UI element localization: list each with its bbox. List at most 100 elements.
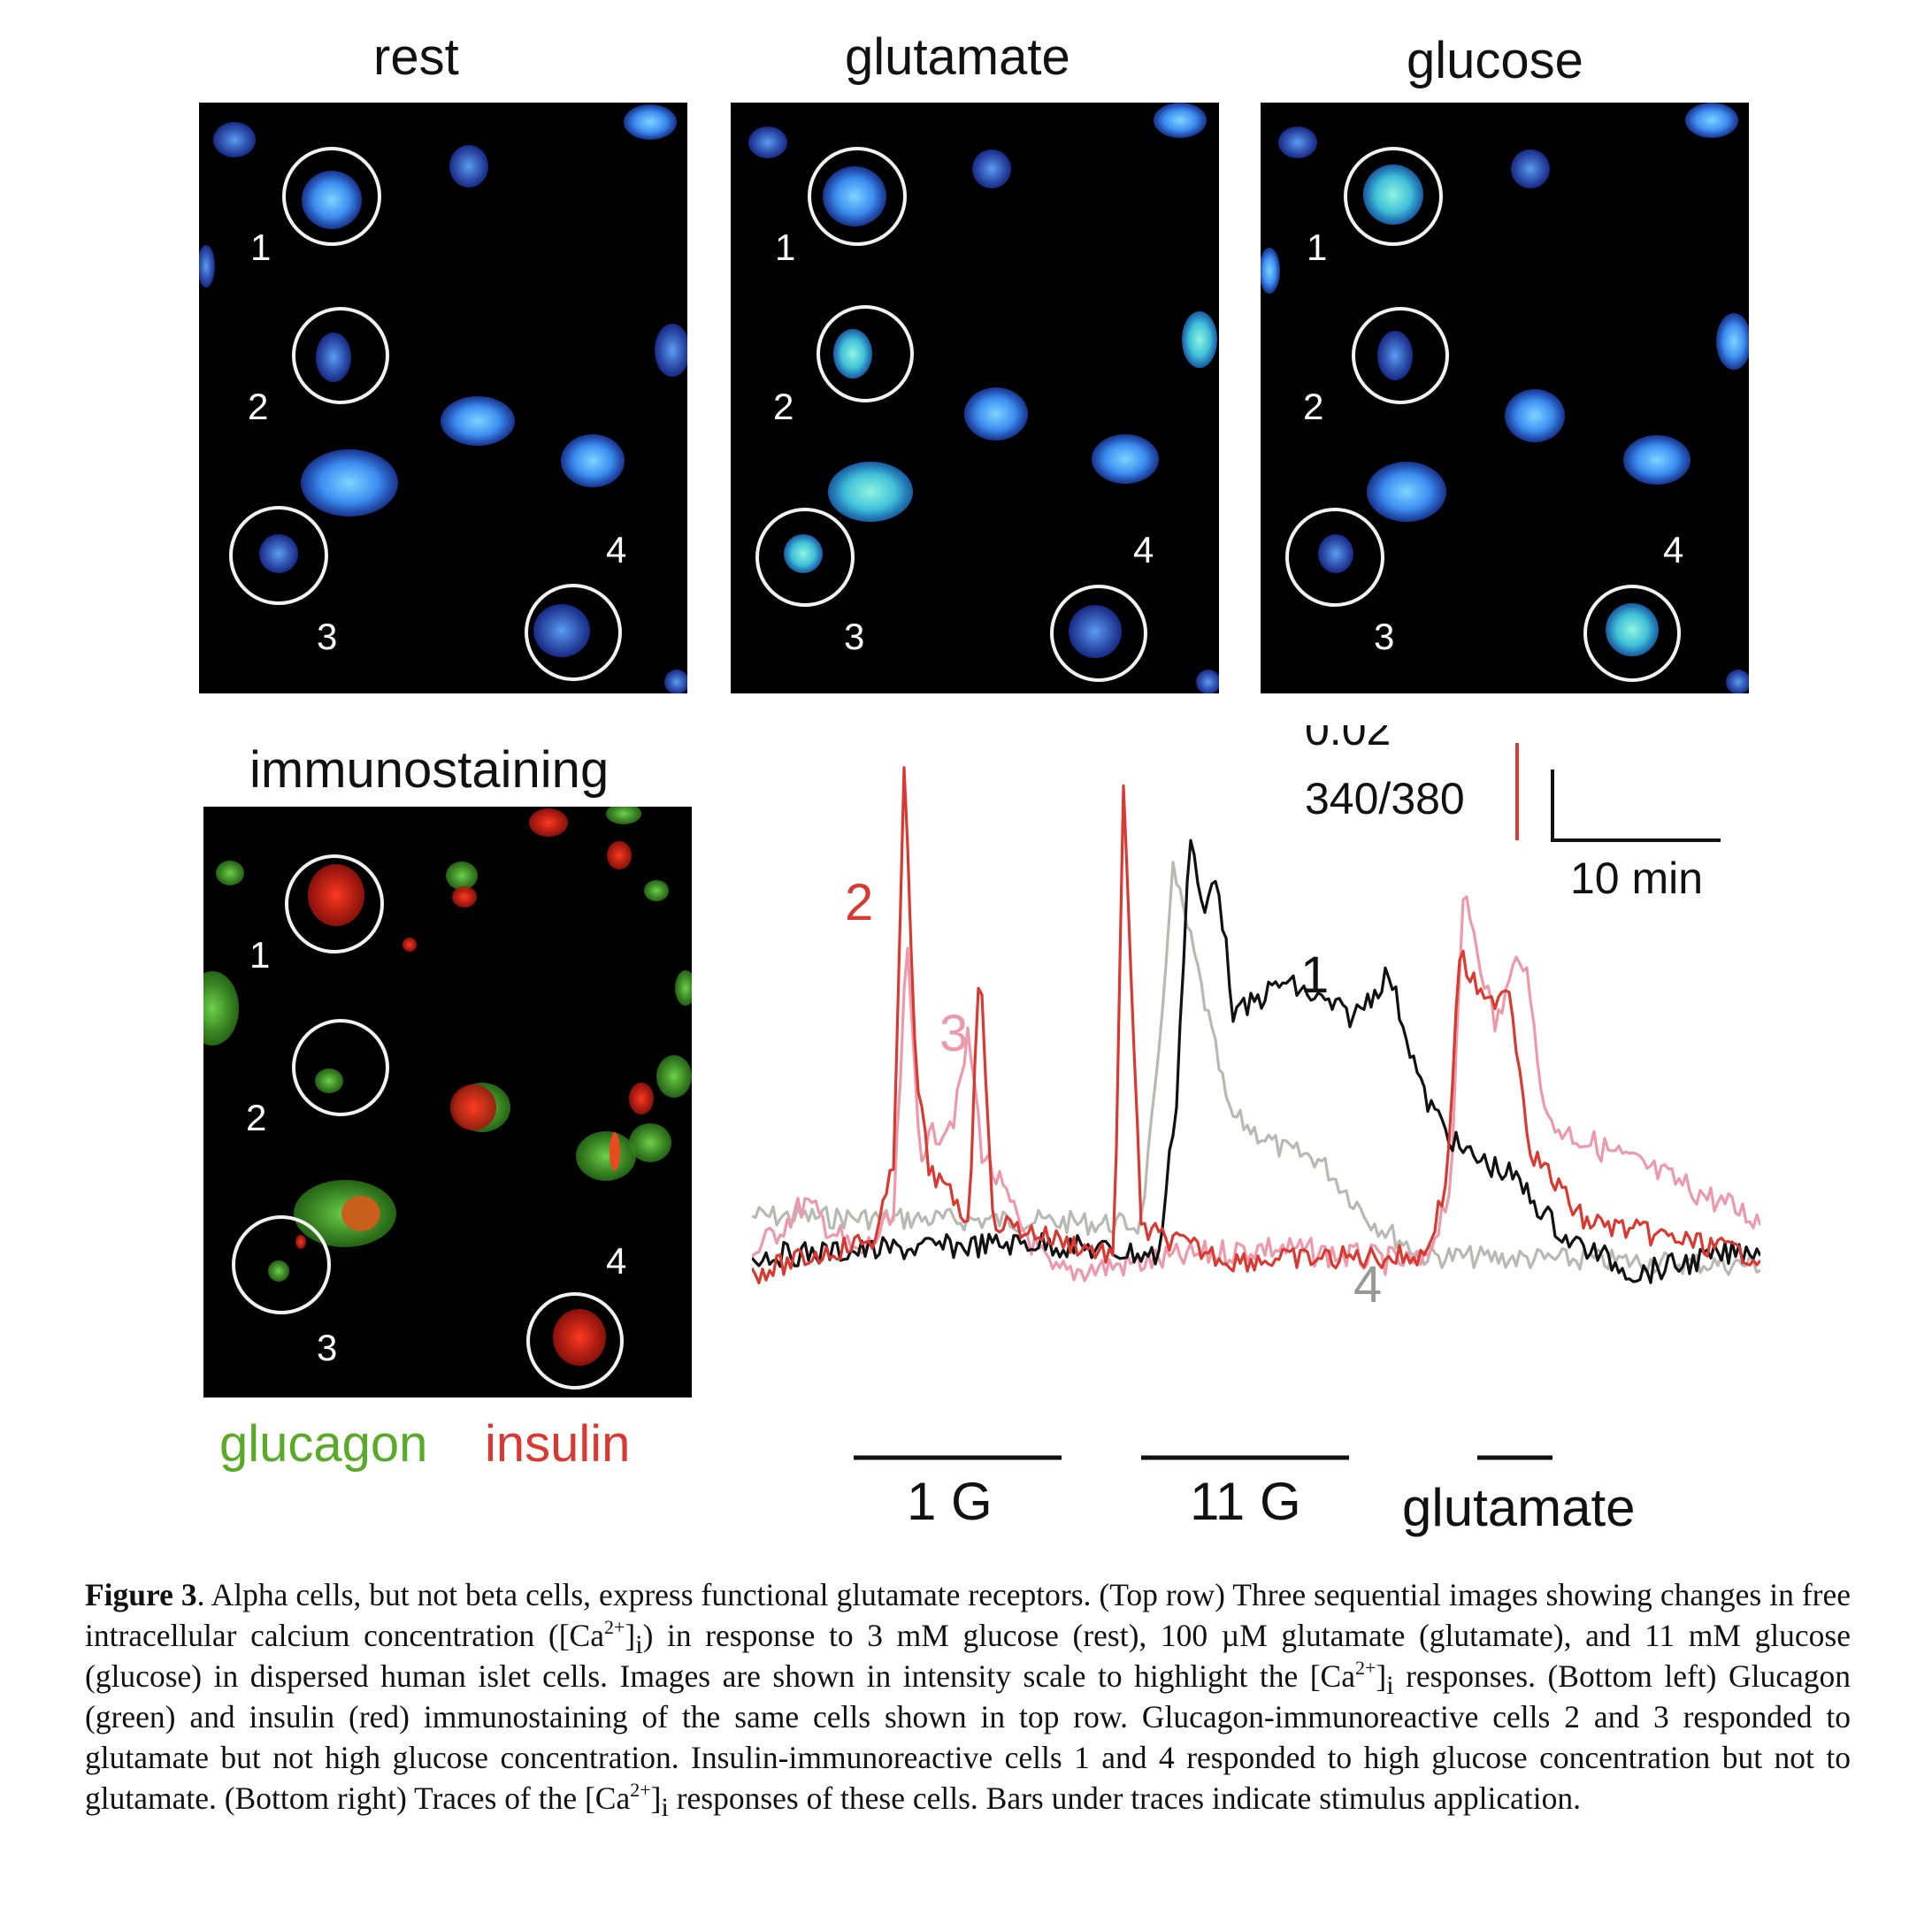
panel-title-immunostaining: immunostaining bbox=[249, 741, 610, 799]
glucagon-cell bbox=[675, 970, 692, 1006]
cell-blob bbox=[1623, 435, 1690, 485]
glucagon-cell bbox=[576, 1131, 636, 1181]
glucagon-cell bbox=[268, 1260, 289, 1282]
scale-bar-y-unit: 340/380 bbox=[1305, 774, 1465, 823]
cell-blob bbox=[316, 333, 351, 382]
caption-text: responses of these cells. Bars under tra… bbox=[668, 1780, 1581, 1816]
trace-cell-1 bbox=[752, 838, 1760, 1284]
rest-calcium-image: 1 2 3 4 bbox=[199, 103, 687, 693]
cell-circle-3 bbox=[1285, 508, 1384, 607]
trace-cell-4 bbox=[752, 861, 1760, 1276]
insulin-cell bbox=[452, 886, 477, 907]
glucagon-cell bbox=[216, 861, 244, 885]
cell-blob bbox=[784, 534, 823, 573]
cell-blob bbox=[259, 534, 298, 573]
cell-blob bbox=[302, 171, 362, 229]
insulin-cell bbox=[450, 1084, 496, 1130]
glutamate-calcium-image: 1 2 3 4 bbox=[731, 103, 1219, 693]
cell-circle-3 bbox=[755, 508, 855, 607]
caption-sub: i bbox=[661, 1793, 669, 1822]
cell-blob bbox=[1726, 670, 1749, 693]
cell-blob bbox=[1278, 126, 1317, 158]
cell-label-4: 4 bbox=[1663, 529, 1683, 570]
cell-blob bbox=[199, 245, 215, 287]
insulin-cell bbox=[607, 841, 632, 869]
glucagon-cell bbox=[606, 807, 641, 824]
caption-text: responses. (Bottom left) Glucagon (green… bbox=[85, 1658, 1851, 1816]
cell-circle-1 bbox=[808, 147, 907, 246]
scale-bar-x-label: 10 min bbox=[1570, 854, 1703, 903]
series-label-3: 3 bbox=[939, 1005, 968, 1062]
cell-blob bbox=[1069, 605, 1122, 658]
stimulus-label-11g: 11 G bbox=[1190, 1472, 1301, 1531]
caption-text: ) in response to 3 mM glucose (rest), 10… bbox=[85, 1618, 1851, 1694]
cell-circle-4 bbox=[525, 584, 622, 681]
cell-blob bbox=[748, 126, 787, 158]
cell-blob bbox=[1154, 103, 1207, 138]
calcium-traces-chart: 0.02 340/380 10 min 2 3 1 4 1 G 11 G glu… bbox=[752, 725, 1760, 1537]
stimulus-label-glutamate: glutamate bbox=[1402, 1478, 1636, 1537]
cell-label-1: 1 bbox=[775, 226, 795, 268]
cell-blob bbox=[624, 104, 677, 140]
cell-label-1: 1 bbox=[1307, 226, 1327, 268]
cell-circle-2 bbox=[816, 305, 914, 402]
cell-blob bbox=[213, 122, 256, 157]
cell-circle-1 bbox=[285, 854, 384, 953]
cell-blob bbox=[1511, 149, 1550, 188]
cell-circle-1 bbox=[282, 147, 381, 246]
cell-blob bbox=[1685, 103, 1738, 138]
series-label-1: 1 bbox=[1300, 946, 1329, 1004]
cell-blob bbox=[1367, 462, 1446, 522]
insulin-cell bbox=[529, 808, 568, 837]
cell-label-2: 2 bbox=[248, 386, 268, 427]
cell-label-3: 3 bbox=[317, 616, 337, 657]
cell-blob bbox=[533, 604, 590, 657]
insulin-cell bbox=[341, 1196, 380, 1231]
caption-text: ] bbox=[1376, 1658, 1387, 1694]
cell-label-4: 4 bbox=[606, 1240, 626, 1282]
series-label-2: 2 bbox=[845, 874, 873, 931]
stimulus-label-1g: 1 G bbox=[907, 1472, 993, 1531]
trace-cell-3 bbox=[752, 895, 1760, 1283]
cell-blob bbox=[833, 329, 872, 379]
cell-label-2: 2 bbox=[773, 386, 794, 427]
caption-sup: 2+ bbox=[603, 1616, 625, 1638]
scale-bar-y-value: 0.02 bbox=[1305, 725, 1391, 754]
cell-label-4: 4 bbox=[606, 529, 626, 570]
caption-sub: i bbox=[635, 1630, 643, 1659]
cell-blob bbox=[1182, 311, 1217, 368]
glucagon-cell bbox=[315, 1068, 343, 1093]
cell-blob bbox=[1363, 165, 1423, 225]
glucagon-cell bbox=[446, 861, 478, 890]
cell-circle-4 bbox=[1050, 585, 1147, 682]
cell-blob bbox=[828, 462, 913, 522]
glucagon-cell bbox=[629, 1123, 671, 1162]
caption-text: ] bbox=[650, 1780, 662, 1816]
cell-circle-3 bbox=[229, 506, 328, 605]
cell-circle-4 bbox=[1583, 585, 1681, 682]
panel-title-glutamate: glutamate bbox=[845, 28, 1070, 86]
glucagon-cell bbox=[644, 880, 669, 901]
immunostaining-image: 1 2 3 4 bbox=[203, 807, 692, 1397]
cell-label-4: 4 bbox=[1133, 529, 1154, 570]
glucose-calcium-image: 1 2 3 4 bbox=[1261, 103, 1749, 693]
cell-blob bbox=[1377, 331, 1413, 380]
cell-circle-2 bbox=[1352, 307, 1449, 404]
cell-blob bbox=[1505, 389, 1565, 442]
legend-glucagon: glucagon bbox=[219, 1415, 428, 1473]
legend-insulin: insulin bbox=[485, 1415, 631, 1473]
insulin-cell bbox=[308, 864, 364, 926]
panel-title-glucose: glucose bbox=[1407, 32, 1583, 89]
cell-blob bbox=[1606, 603, 1659, 656]
cell-blob bbox=[301, 449, 398, 517]
figure-caption: Figure 3. Alpha cells, but not beta cell… bbox=[85, 1574, 1851, 1822]
cell-circle-1 bbox=[1344, 147, 1443, 246]
glucagon-cell bbox=[656, 1055, 692, 1098]
caption-text: ] bbox=[625, 1618, 636, 1653]
cell-blob bbox=[664, 670, 687, 693]
figure-label: Figure 3 bbox=[85, 1577, 197, 1612]
cell-label-1: 1 bbox=[250, 226, 271, 268]
cell-blob bbox=[972, 149, 1011, 188]
cell-label-1: 1 bbox=[249, 934, 270, 976]
cell-blob bbox=[1092, 434, 1159, 484]
